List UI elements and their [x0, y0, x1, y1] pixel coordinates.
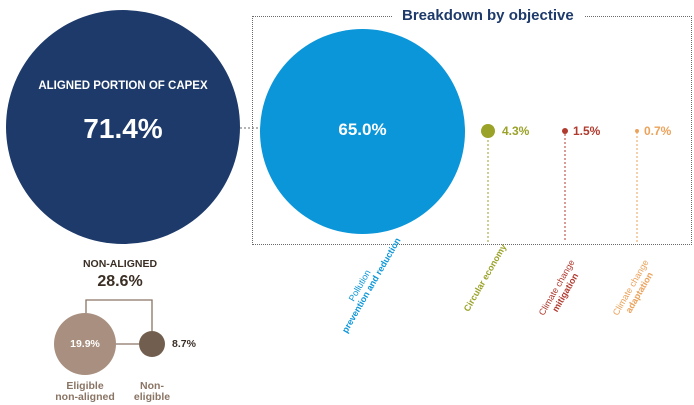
- climate-adaptation-dot: [635, 129, 639, 133]
- climate-mitigation-dot: [562, 128, 568, 134]
- non-aligned-label: NON-ALIGNED: [82, 258, 158, 270]
- non-aligned-value: 28.6%: [97, 273, 143, 290]
- eligible-non-aligned-circle: [54, 313, 116, 375]
- non-eligible-value: 8.7%: [172, 338, 196, 350]
- eligible-non-aligned-value: 19.9%: [70, 338, 100, 350]
- breakdown-title: Breakdown by objective: [392, 7, 584, 24]
- non-eligible-label: Non- eligible: [124, 381, 180, 403]
- climate-mitigation-value: 1.5%: [573, 124, 601, 138]
- pollution-value: 65.0%: [338, 120, 387, 139]
- climate-adaptation-value: 0.7%: [644, 124, 672, 138]
- eligible-label-line1: Eligible: [66, 380, 104, 392]
- non-aligned-bracket: [85, 299, 153, 331]
- non-eligible-label-line1: Non-: [140, 380, 164, 392]
- eligible-label-line2: non-aligned: [55, 391, 115, 403]
- eligible-non-aligned-label: Eligible non-aligned: [40, 381, 130, 403]
- pollution-circle: [260, 29, 465, 234]
- circular-economy-dot: [481, 124, 495, 138]
- non-eligible-label-line2: eligible: [133, 391, 171, 403]
- non-eligible-circle: [139, 331, 165, 357]
- aligned-capex-label: ALIGNED PORTION OF CAPEX: [38, 80, 208, 92]
- aligned-capex-circle: [6, 10, 240, 244]
- aligned-capex-value: 71.4%: [83, 113, 163, 144]
- circular-economy-value: 4.3%: [502, 124, 530, 138]
